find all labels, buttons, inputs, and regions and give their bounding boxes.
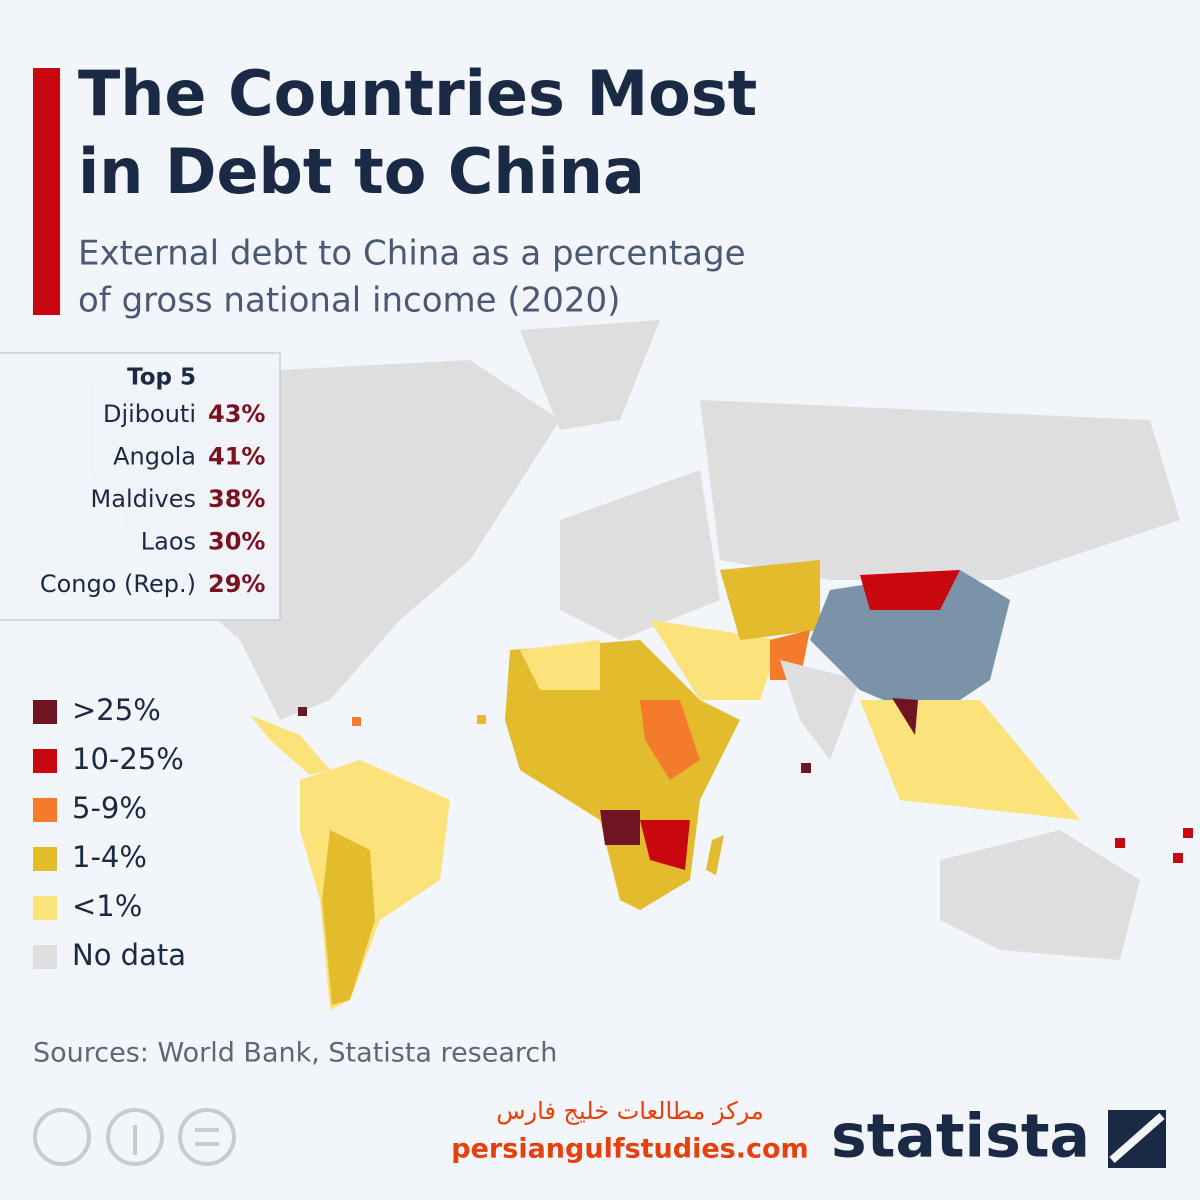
legend-swatch (33, 847, 57, 871)
top5-value: 41% (208, 443, 265, 471)
top5-value: 30% (208, 528, 265, 556)
brand-logo: statista (831, 1102, 1090, 1172)
top5-box (0, 352, 281, 621)
india (780, 660, 860, 760)
central-america (250, 715, 330, 775)
atlantic-island (477, 715, 486, 724)
subtitle: External debt to China as a percentage (78, 234, 746, 274)
laos (892, 698, 918, 735)
legend-swatch (33, 896, 57, 920)
top5-value: 38% (208, 485, 265, 513)
southern-africa-red (640, 820, 690, 870)
top5-country: Congo (Rep.) (40, 570, 196, 598)
russia (700, 400, 1180, 580)
cc-icon (33, 1108, 91, 1166)
legend-label: >25% (72, 693, 161, 727)
top5-heading: Top 5 (127, 365, 196, 391)
angola (600, 810, 640, 845)
china (810, 570, 1010, 720)
top5-value: 43% (208, 400, 265, 428)
top5-country: Maldives (91, 485, 196, 513)
world-map (90, 320, 1193, 1010)
maldives (801, 763, 811, 773)
europe (560, 470, 720, 640)
top5-country: Laos (141, 528, 196, 556)
legend-swatch (33, 945, 57, 969)
top5-value: 29% (208, 570, 265, 598)
subtitle: of gross national income (2020) (78, 281, 620, 321)
license-icons (33, 1108, 236, 1166)
pacific-island (1183, 828, 1193, 838)
brand-icon (1108, 1110, 1166, 1168)
watermark-arabic: مرکز مطالعات خلیج فارس (496, 1097, 764, 1125)
title-accent-bar (33, 68, 60, 315)
legend: >25% 10-25% 5-9% 1-4% <1% No data (33, 693, 186, 972)
title: The Countries Most (78, 57, 757, 130)
brand-icon-wave (1109, 1112, 1165, 1164)
legend-swatch (33, 749, 57, 773)
legend-swatch (33, 798, 57, 822)
watermark-url: persiangulfstudies.com (451, 1134, 808, 1165)
south-america (300, 760, 450, 1010)
legend-label: 5-9% (72, 791, 147, 825)
east-africa (640, 700, 700, 780)
by-icon (106, 1108, 164, 1166)
caribbean-island (298, 707, 307, 716)
greenland (520, 320, 660, 430)
middle-east (650, 620, 780, 700)
central-asia (720, 560, 820, 640)
legend-label: 1-4% (72, 840, 147, 874)
south-america-south (322, 830, 375, 1005)
pacific-island (1115, 838, 1125, 848)
pacific-island (1173, 853, 1183, 863)
caribbean-island (352, 717, 361, 726)
sources: Sources: World Bank, Statista research (33, 1038, 557, 1069)
madagascar (706, 835, 724, 875)
legend-label: <1% (72, 889, 142, 923)
top5-list: Djibouti 43% Angola 41% Maldives 38% Laos 30% Co… (40, 400, 266, 598)
legend-label: 10-25% (72, 742, 184, 776)
top5-country: Angola (113, 443, 196, 471)
southeast-asia (860, 700, 1080, 820)
legend-swatch (33, 700, 57, 724)
title: in Debt to China (78, 135, 645, 208)
legend-label: No data (72, 938, 186, 972)
north-africa (520, 640, 600, 690)
mongolia (860, 570, 960, 610)
nd-icon (178, 1108, 236, 1166)
top5-country: Djibouti (103, 400, 196, 428)
australia (940, 830, 1140, 960)
